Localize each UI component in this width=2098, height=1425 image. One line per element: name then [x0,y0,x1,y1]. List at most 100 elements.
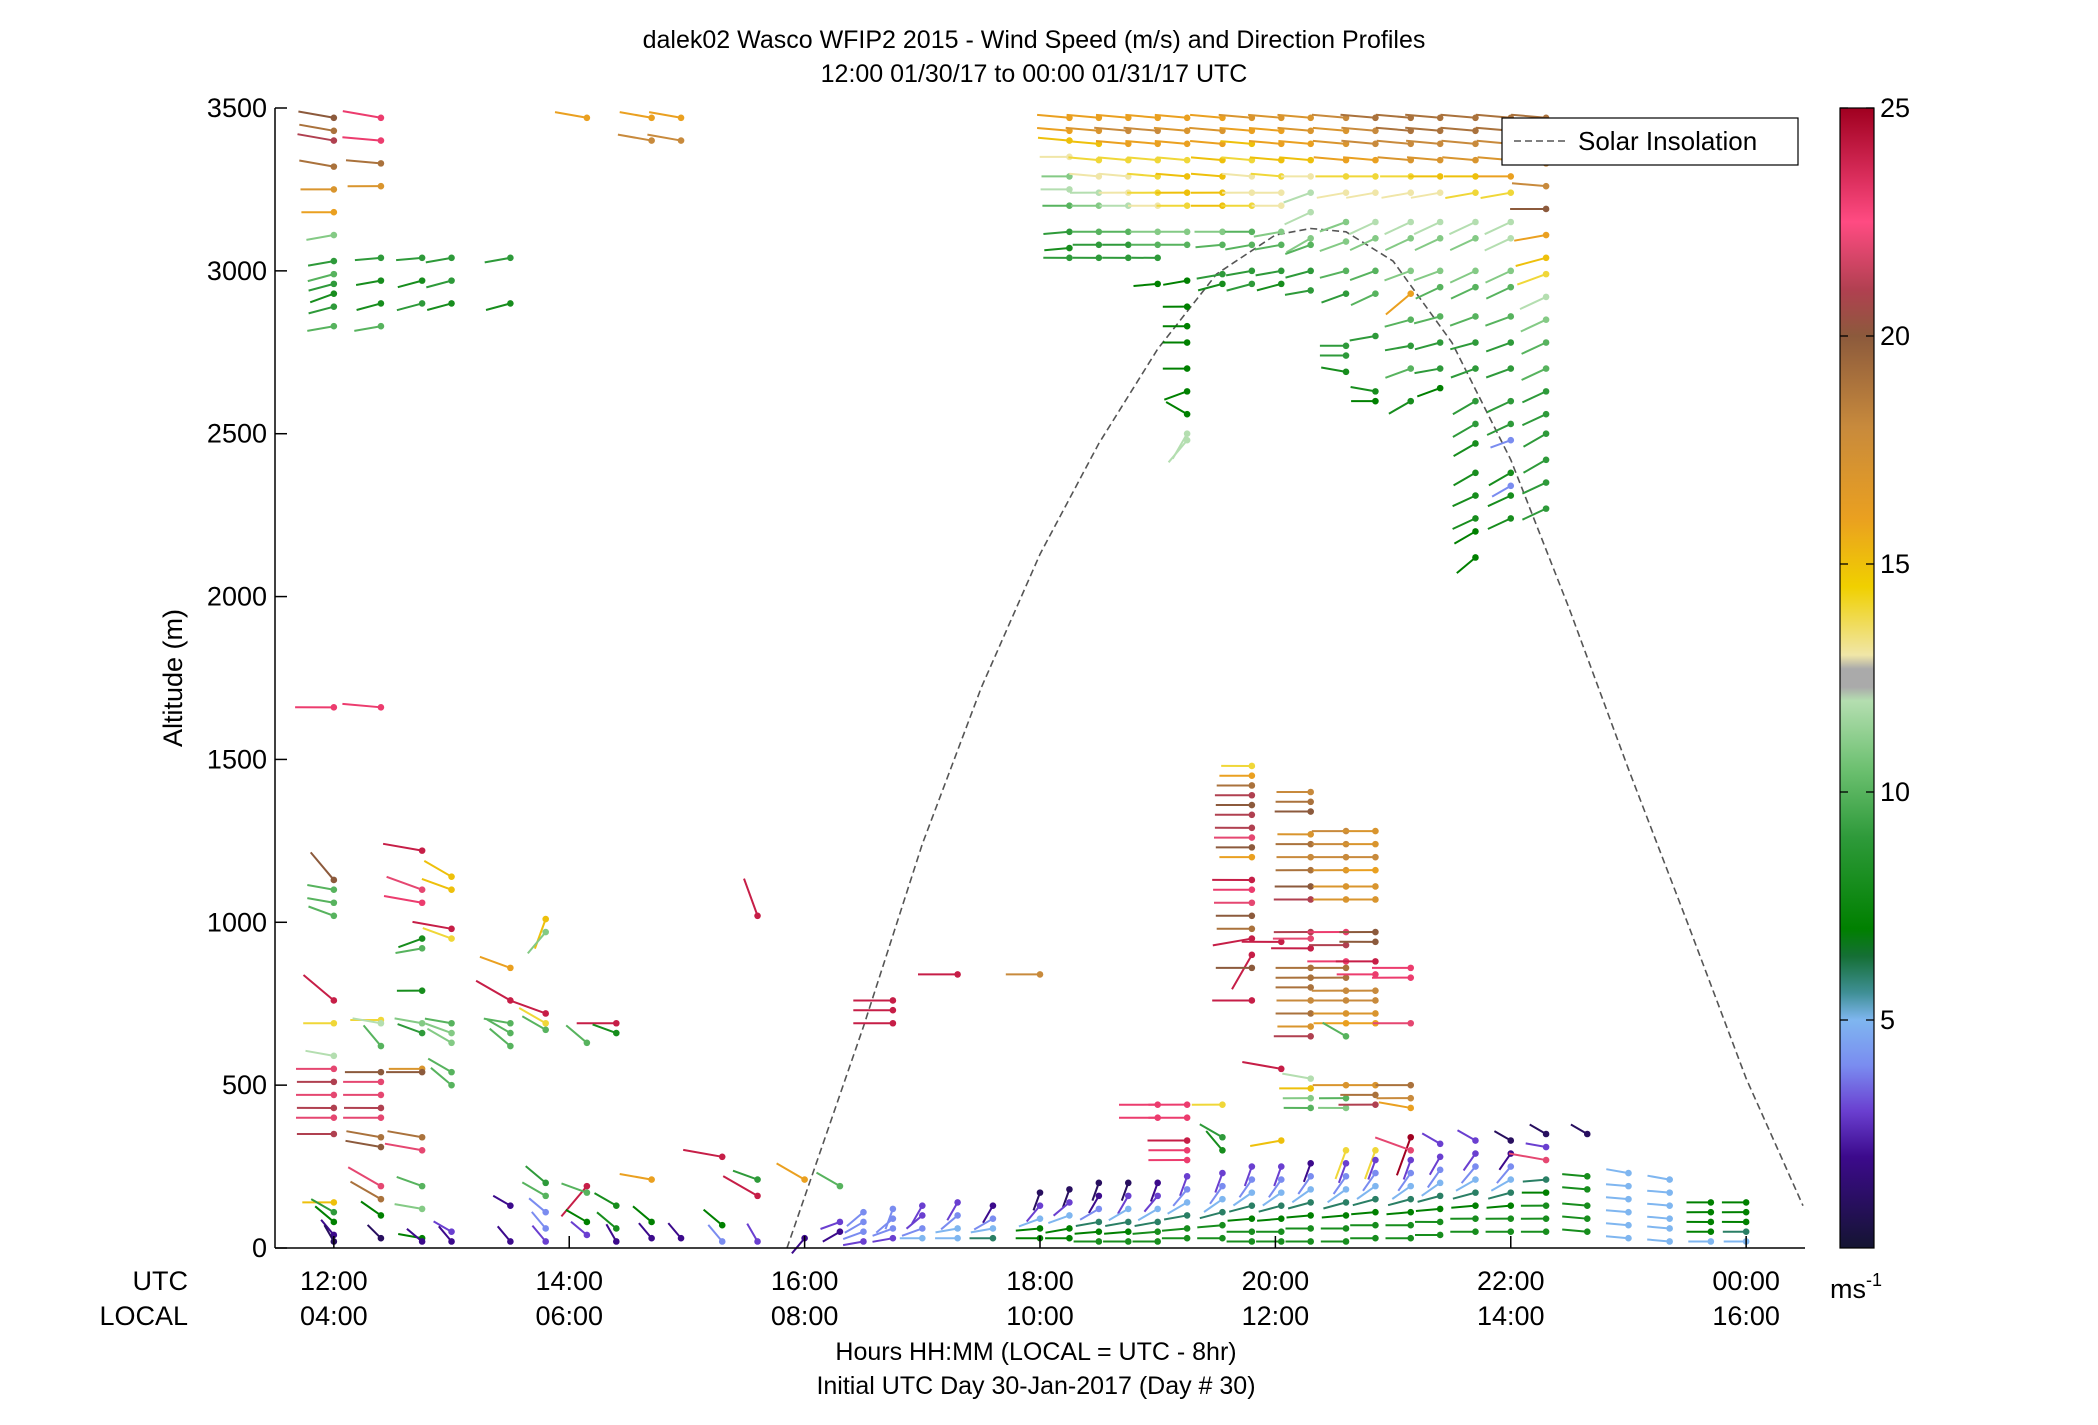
wind-barb-dot [1372,1091,1379,1099]
wind-barb-dot [1507,397,1515,405]
wind-barb-dot [1307,1160,1314,1167]
wind-barb-shaft [1452,517,1476,530]
colorbar-tick-label: 5 [1880,1005,1895,1035]
wind-profile [1475,113,1515,1236]
wind-barb-dot [377,322,385,330]
wind-barb-shaft [1037,136,1070,142]
wind-barb [1486,1202,1515,1209]
wind-barb-dot [1066,1199,1073,1206]
wind-barb [822,1228,844,1243]
wind-barb-shaft [1262,1191,1282,1207]
wind-barb-dot [1742,1199,1750,1206]
wind-barb-dot [1307,853,1314,861]
wind-profile [1686,1199,1715,1245]
wind-barb-dot [1307,788,1314,796]
wind-barb-dot [330,114,338,122]
wind-profile [1241,113,1285,1245]
wind-barb [1339,928,1379,936]
wind-barb-dot [1307,1085,1314,1092]
legend: Solar Insolation [1501,117,1799,166]
wind-barb-dot [1154,1192,1161,1200]
wind-barb-dot [1583,1215,1591,1222]
wind-barb-shaft [314,1205,335,1223]
wind-barb [343,1104,385,1112]
wind-barb-shaft [1647,1215,1670,1220]
wind-barb-dot [1307,173,1314,180]
wind-barb [1511,182,1550,190]
wind-barb [1525,1142,1550,1151]
wind-barb-shaft [347,1166,382,1187]
wind-barb-dot [1707,1218,1715,1226]
wind-barb [1337,1160,1350,1184]
wind-barb-dot [1472,127,1479,135]
wind-barb [1227,1215,1256,1222]
wind-barb-dot [1342,1225,1350,1232]
wind-barb [1341,853,1379,861]
wind-barb [1242,1061,1285,1073]
wind-barb-dot [1307,234,1314,242]
wind-barb [1521,479,1550,495]
wind-barb [1297,1173,1314,1195]
wind-barb-dot [1154,1205,1161,1213]
wind-barb-dot [889,1205,897,1213]
wind-profile [1271,113,1314,1245]
wind-barb-dot [1095,1218,1103,1226]
wind-barb-shaft [1179,1175,1189,1197]
wind-barb-dot [1542,1215,1550,1222]
wind-profile [508,915,549,1245]
wind-barb [1108,1205,1132,1222]
wind-barb-dot [377,300,385,307]
wind-barb-dot [1154,1218,1161,1226]
wind-barb-dot [1095,254,1103,262]
wind-barb-shaft [1197,1224,1223,1229]
wind-barb-shaft [1647,1174,1670,1181]
wind-barb-dot [1183,1234,1191,1242]
wind-barb-dot [1707,1199,1715,1206]
wind-barb-dot [754,1176,761,1183]
wind-barb-dot [1219,1133,1226,1141]
wind-barb-shaft [396,1175,423,1188]
wind-barb-dot [1742,1208,1750,1216]
wind-barb-dot [377,1143,385,1151]
wind-barb [1485,1215,1515,1222]
wind-barb-shaft [1068,156,1099,162]
wind-barb [1414,1231,1444,1239]
wind-barb [1132,1238,1161,1245]
wind-barb-dot [1372,290,1379,297]
wind-barb [347,182,385,190]
wind-barb-shaft [1125,140,1158,145]
wind-barb [1342,866,1379,874]
wind-barb [1414,339,1444,351]
wind-barb-dot [377,1133,385,1141]
wind-barb-shaft [1190,113,1223,119]
wind-barb-dot [448,873,455,880]
wind-barb [1349,234,1379,252]
wind-barb [1167,436,1191,463]
wind-barb [1321,290,1350,304]
wind-barb-dot [1219,1182,1226,1190]
wind-barb [707,1224,726,1245]
wind-barb-shaft [1283,191,1312,204]
wind-barb-dot [1542,270,1550,278]
wind-barb-shaft [1332,1175,1347,1195]
wind-barb-shaft [1065,126,1099,132]
wind-barb-shaft [1163,279,1188,286]
wind-barb [1415,283,1444,300]
wind-barb [296,1078,338,1086]
wind-barb [1350,386,1379,395]
solar-insolation-layer [786,227,1804,1249]
wind-barb [397,1023,426,1037]
wind-barb [1721,1199,1750,1206]
wind-barb-dot [1407,974,1415,981]
wind-barb-dot [1507,218,1515,226]
wind-barb-shaft [1249,156,1282,162]
wind-barb-dot [1095,1179,1103,1187]
wind-barb-shaft [1209,1185,1224,1205]
wind-barb-dot [1277,228,1285,236]
wind-barb-shaft [1350,292,1376,307]
wind-barb-dot [1407,1156,1415,1164]
wind-barb-dot [1307,140,1314,148]
wind-barb-dot [1625,1169,1632,1177]
wind-barb-shaft [396,256,423,262]
wind-barb [1286,234,1314,254]
